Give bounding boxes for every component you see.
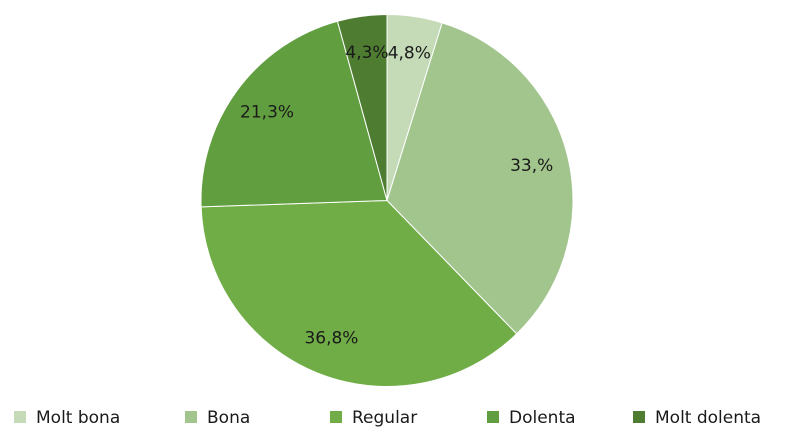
legend-swatch bbox=[14, 411, 26, 423]
data-label: 33,% bbox=[510, 156, 553, 176]
legend-label: Molt bona bbox=[36, 408, 120, 428]
legend-label: Regular bbox=[352, 408, 417, 428]
pie-slice bbox=[336, 13, 388, 201]
pie-slice bbox=[200, 199, 518, 387]
data-label: 4,3% bbox=[345, 43, 388, 63]
pie-slice bbox=[200, 20, 388, 208]
legend-swatch bbox=[487, 411, 499, 423]
legend-label: Molt dolenta bbox=[655, 408, 761, 428]
legend-swatch bbox=[330, 411, 342, 423]
legend-label: Dolenta bbox=[509, 408, 576, 428]
data-label: 21,3% bbox=[240, 102, 294, 122]
data-label: 4,8% bbox=[388, 43, 431, 63]
data-label: 36,8% bbox=[304, 329, 358, 349]
legend-swatch bbox=[633, 411, 645, 423]
legend-label: Bona bbox=[207, 408, 250, 428]
pie-slice bbox=[386, 22, 574, 335]
legend-swatch bbox=[185, 411, 197, 423]
